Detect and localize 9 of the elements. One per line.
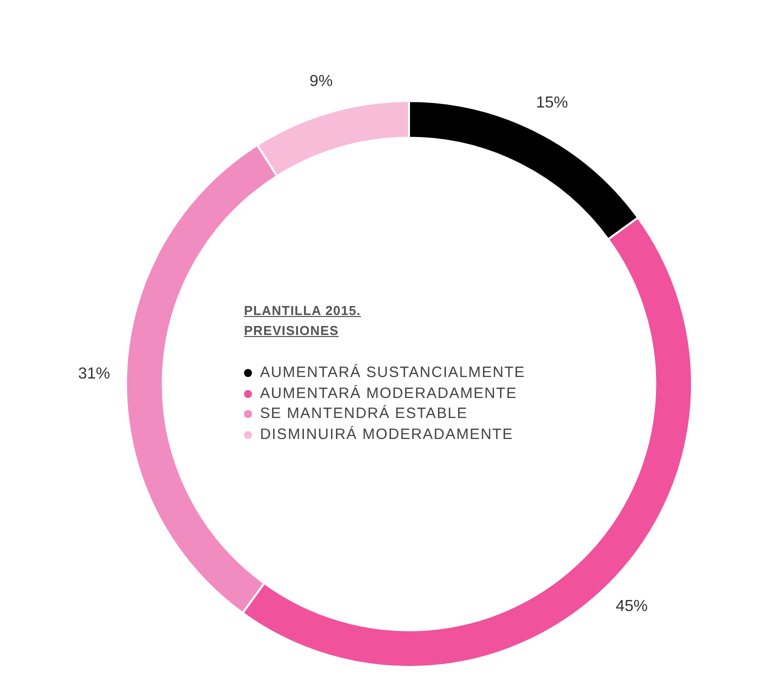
legend-label: SE MANTENDRÁ ESTABLE: [260, 404, 468, 424]
legend-label: DISMINUIRÁ MODERADAMENTE: [260, 424, 514, 444]
data-label: 9%: [310, 72, 333, 90]
legend-label: AUMENTARÁ MODERADAMENTE: [260, 384, 518, 404]
data-label: 45%: [616, 598, 648, 616]
data-label: 15%: [536, 94, 568, 112]
legend-title: PLANTILLA 2015. PREVISIONES: [244, 302, 362, 340]
legend-label: AUMENTARÁ SUSTANCIALMENTE: [260, 363, 526, 383]
data-label: 31%: [78, 366, 110, 383]
